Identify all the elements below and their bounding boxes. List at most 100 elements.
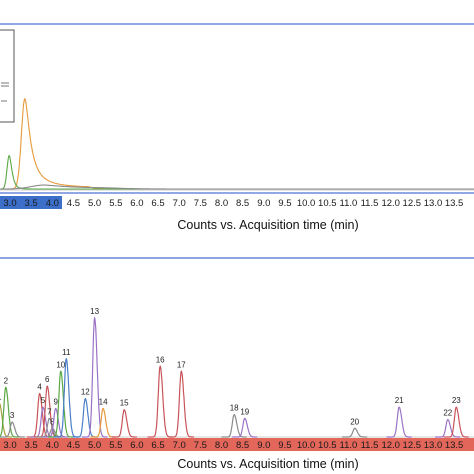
x-tick-label: 4.0 [46,440,59,451]
bottom-axis-band [0,438,474,451]
x-tick-label: 9.5 [278,198,291,209]
x-tick-label: 10.5 [318,198,337,209]
x-tick-label: 9.5 [278,440,291,451]
x-tick-label: 3.0 [3,198,16,209]
bottom-x-axis-title: Counts vs. Acquisition time (min) [177,457,358,471]
top-axis-band [0,196,62,209]
x-tick-label: 4.5 [67,440,80,451]
x-tick-label: 13.5 [445,198,464,209]
peak-label: 5 [41,396,46,405]
x-tick-label: 6.5 [151,198,164,209]
top-series-line [0,184,474,190]
peak-14 [90,407,116,438]
bottom-chart-panel: 1234567891011121314151617181920212223 3.… [0,307,474,471]
x-tick-label: 11.0 [340,198,358,209]
x-tick-label: 12.0 [381,440,400,451]
x-tick-label: 6.5 [151,440,164,451]
x-tick-label: 12.5 [403,440,422,451]
peak-label: 21 [395,396,404,405]
x-tick-label: 13.0 [424,198,443,209]
x-tick-label: 8.5 [236,198,249,209]
peak-label: 18 [230,404,239,413]
peak-19 [232,417,258,438]
x-tick-label: 11.5 [361,440,379,451]
peak-label: 20 [350,417,359,426]
peak-label: 9 [53,398,58,407]
peak-label: 7 [47,407,52,416]
peak-9 [43,407,69,438]
x-tick-label: 10.0 [297,198,316,209]
peak-20 [342,427,368,438]
x-tick-label: 5.5 [109,198,122,209]
peak-16 [147,365,173,438]
peak-label: 4 [37,383,42,392]
top-traces [0,97,474,190]
top-x-axis-title: Counts vs. Acquisition time (min) [177,218,358,232]
x-tick-label: 6.0 [130,198,143,209]
bottom-traces: 1234567891011121314151617181920212223 [0,307,474,438]
x-tick-label: 10.5 [318,440,337,451]
peak-12 [72,397,98,438]
peak-label: 13 [90,307,99,316]
peak-label: 14 [99,398,108,407]
x-tick-label: 11.5 [361,198,379,209]
x-tick-label: 3.5 [24,198,37,209]
x-tick-label: 5.0 [88,440,101,451]
bottom-x-ticks: 3.0 3.5 4.0 4.5 5.0 5.5 6.0 6.5 7.0 7.5 8.0 8.5 9.0 9… [3,440,463,451]
x-tick-label: 3.5 [24,440,37,451]
x-tick-label: 5.0 [88,198,101,209]
peak-label: 17 [177,360,186,369]
top-x-ticks: 3.0 3.5 4.0 4.5 5.0 5.5 6.0 6.5 7.0 7.5 8.0 8.5 9.0 9… [3,198,463,209]
peak-label: 10 [56,360,65,369]
peak-label: 11 [62,348,71,357]
x-tick-label: 4.5 [67,198,80,209]
x-tick-label: 7.0 [173,440,186,451]
peak-17 [168,370,194,438]
x-tick-label: 11.0 [340,440,358,451]
x-tick-label: 13.5 [445,440,464,451]
peak-21 [386,406,412,438]
x-tick-label: 6.0 [130,440,143,451]
peak-10 [48,370,74,438]
peak-label: 22 [443,409,452,418]
peak-label: 16 [156,355,165,364]
peak-23 [443,406,469,438]
x-tick-label: 9.0 [257,198,270,209]
peak-13 [81,316,108,438]
x-tick-label: 3.0 [3,440,16,451]
peak-2 [0,386,19,438]
peak-18 [221,414,247,438]
peak-22 [435,418,461,438]
x-tick-label: 7.0 [173,198,186,209]
x-tick-label: 12.5 [403,198,422,209]
legend-box [0,29,15,123]
x-tick-label: 9.0 [257,440,270,451]
peak-3 [0,421,25,438]
x-tick-label: 13.0 [424,440,443,451]
x-tick-label: 4.0 [46,198,59,209]
top-series-line [0,154,474,190]
peak-15 [111,408,137,438]
x-tick-label: 12.0 [381,198,400,209]
peak-label: 19 [240,407,249,416]
peak-label: 1 [0,393,2,402]
x-tick-label: 8.5 [236,440,249,451]
x-tick-label: 7.5 [194,198,207,209]
x-tick-label: 5.5 [109,440,122,451]
peak-label: 15 [120,399,129,408]
x-tick-label: 7.5 [194,440,207,451]
peak-label: 8 [50,417,55,426]
peak-label: 12 [81,388,90,397]
peak-1 [0,403,13,438]
peak-label: 6 [45,375,50,384]
peak-label: 3 [10,411,15,420]
top-panel-frame [0,23,474,194]
peak-label: 2 [4,376,9,385]
top-series-line [0,97,474,190]
x-tick-label: 8.0 [215,198,228,209]
top-chart-panel: 3.0 3.5 4.0 4.5 5.0 5.5 6.0 6.5 7.0 7.5 8.0 8.5 9.0 9… [0,23,474,232]
peak-label: 23 [452,396,461,405]
x-tick-label: 8.0 [215,440,228,451]
x-tick-label: 10.0 [297,440,316,451]
